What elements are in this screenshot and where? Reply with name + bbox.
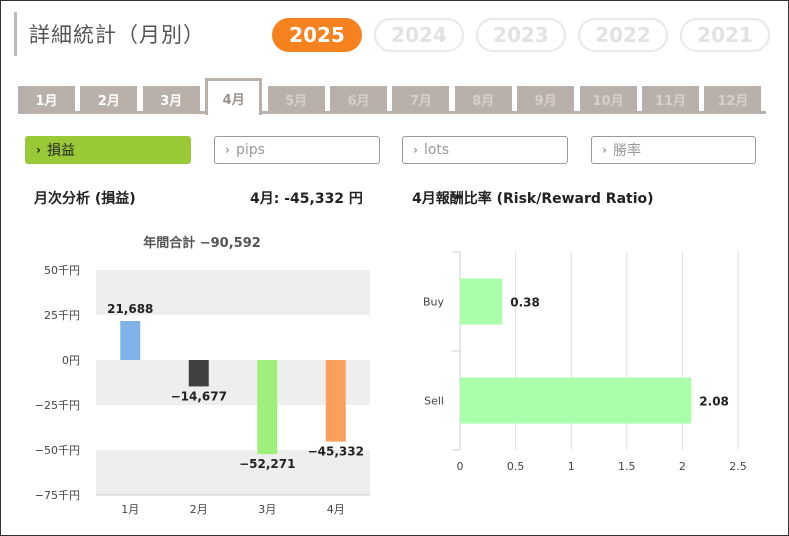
x-tick-label: 0 (457, 460, 464, 473)
y-tick-label: Sell (424, 395, 444, 408)
x-tick-label: 1.5 (618, 460, 636, 473)
bar-2月 (188, 360, 209, 387)
chevron-right-icon: › (602, 143, 607, 157)
x-tick-label: 1 (568, 460, 575, 473)
year-pill-2022[interactable]: 2022 (578, 18, 668, 52)
year-selector: 2025 2024 2023 2022 2021 (272, 18, 770, 52)
monthly-pnl-chart: 年間合計 −90,592 50千円 25千円 0円 −25千円 −50千円 −75千円 21,… (35, 235, 370, 516)
year-pill-2024[interactable]: 2024 (374, 18, 464, 52)
y-tick-label: Buy (423, 296, 445, 309)
month-tab-6[interactable]: 6月 (330, 86, 387, 112)
monthly-summary: 4月: -45,332 円 (250, 191, 363, 207)
metric-filters: › 損益 › pips › lots › 勝率 (0, 136, 789, 166)
y-tick-label: −25千円 (35, 399, 80, 412)
month-tab-9[interactable]: 9月 (517, 86, 575, 112)
filter-pnl[interactable]: › 損益 (25, 136, 191, 164)
chevron-right-icon: › (36, 143, 41, 157)
month-tab-1[interactable]: 1月 (18, 86, 75, 112)
month-tabs: 1月 2月 3月 4月 5月 6月 7月 8月 9月 10月 11月 12月 (18, 78, 766, 115)
x-tick-label: 0.5 (507, 460, 525, 473)
y-tick-label: 0円 (62, 354, 80, 367)
x-tick-label: 3月 (258, 503, 276, 516)
bar-sell (460, 377, 692, 424)
month-tab-5[interactable]: 5月 (267, 86, 325, 112)
chevron-right-icon: › (225, 143, 230, 157)
ratio-heading: 4月報酬比率 (Risk/Reward Ratio) (412, 191, 654, 207)
bar-value-label: −14,677 (171, 389, 227, 403)
year-pill-2023[interactable]: 2023 (476, 18, 566, 52)
bar-buy (460, 278, 503, 325)
bar-value-label: −45,332 (308, 445, 364, 459)
year-pill-2025[interactable]: 2025 (272, 18, 362, 52)
page-title: 詳細統計（月別） (29, 23, 205, 47)
y-tick-label: 50千円 (44, 264, 80, 277)
y-tick-label: −75千円 (35, 489, 80, 502)
filter-label: pips (235, 142, 265, 158)
risk-reward-chart: 0 0.5 1 1.5 2 2.5 0.38 Buy 2.08 Sell (423, 251, 747, 473)
chart-title: 年間合計 −90,592 (143, 235, 261, 251)
filter-label: lots (423, 142, 450, 158)
month-tab-3[interactable]: 3月 (142, 86, 200, 112)
month-tab-7[interactable]: 7月 (392, 86, 450, 112)
month-tab-4[interactable]: 4月 (205, 78, 263, 115)
chevron-right-icon: › (413, 143, 418, 157)
bar-1月 (120, 320, 141, 360)
y-tick-label: −50千円 (35, 444, 80, 457)
bar-4月 (325, 360, 346, 442)
filter-label: 損益 (46, 143, 75, 159)
bar-value-label: 0.38 (510, 296, 540, 310)
x-tick-label: 2月 (190, 503, 208, 516)
x-tick-label: 1月 (121, 503, 139, 516)
grid-band (96, 270, 370, 315)
month-tab-11[interactable]: 11月 (642, 86, 699, 112)
month-tab-10[interactable]: 10月 (579, 86, 637, 112)
month-tab-2[interactable]: 2月 (80, 86, 138, 112)
filter-pips[interactable]: › pips (214, 136, 380, 164)
x-tick-label: 2 (679, 460, 686, 473)
y-tick-label: 25千円 (44, 309, 80, 322)
bar-3月 (257, 360, 278, 455)
grid-band (96, 450, 370, 495)
x-tick-label: 4月 (327, 503, 345, 516)
bar-value-label: 2.08 (699, 395, 729, 409)
page-title-block: 詳細統計（月別） (14, 12, 205, 56)
grid-band (96, 315, 370, 360)
month-tab-12[interactable]: 12月 (704, 86, 762, 112)
filter-label: 勝率 (612, 143, 641, 159)
x-tick-label: 2.5 (729, 460, 747, 473)
filter-winrate[interactable]: › 勝率 (591, 136, 756, 164)
bar-value-label: 21,688 (107, 302, 153, 316)
bar-value-label: −52,271 (239, 457, 295, 471)
monthly-heading: 月次分析 (損益) (34, 191, 136, 207)
grid-band (96, 360, 370, 405)
year-pill-2021[interactable]: 2021 (680, 18, 770, 52)
filter-lots[interactable]: › lots (402, 136, 568, 164)
grid-band (96, 405, 370, 450)
month-tab-8[interactable]: 8月 (454, 86, 512, 112)
